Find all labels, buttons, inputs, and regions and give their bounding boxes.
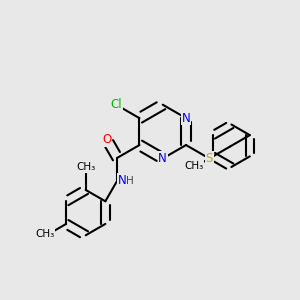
Text: S: S — [206, 152, 213, 165]
Text: CH₃: CH₃ — [76, 162, 95, 172]
Text: O: O — [102, 133, 111, 146]
Text: N: N — [118, 174, 127, 187]
Text: N: N — [158, 152, 167, 165]
Text: CH₃: CH₃ — [184, 160, 203, 171]
Text: H: H — [126, 176, 134, 186]
Text: Cl: Cl — [110, 98, 122, 111]
Text: N: N — [182, 112, 190, 124]
Text: CH₃: CH₃ — [35, 229, 54, 239]
